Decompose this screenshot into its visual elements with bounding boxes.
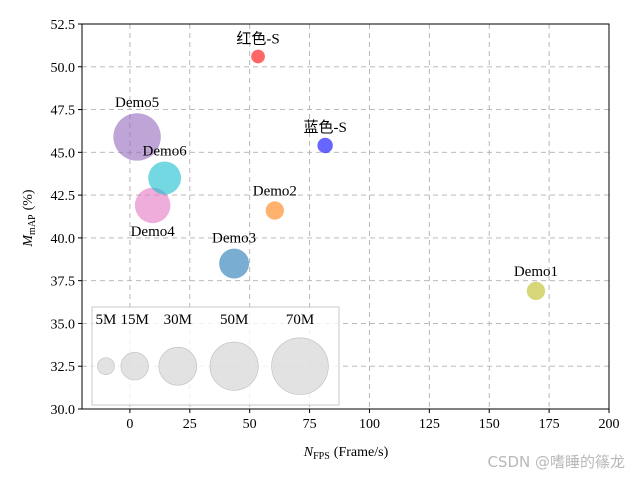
size-legend-circle <box>158 346 198 386</box>
y-tick-label: 35.0 <box>51 317 76 332</box>
size-legend-circle <box>120 352 149 381</box>
x-tick-label: 50 <box>243 417 257 432</box>
y-tick-label: 32.5 <box>51 360 76 375</box>
size-legend-circle <box>271 337 329 395</box>
size-legend-label: 5M <box>96 312 117 328</box>
size-legend: 5M 15M 30M 50M 70M <box>91 306 340 406</box>
size-legend-label: 15M <box>121 312 149 328</box>
y-axis-label: MmAP (%) <box>21 189 38 248</box>
y-tick-label: 52.5 <box>51 18 76 33</box>
y-tick-label: 45.0 <box>51 146 76 161</box>
y-tick-label: 40.0 <box>51 232 76 247</box>
data-point <box>265 201 284 220</box>
data-point <box>251 49 265 64</box>
point-label: Demo3 <box>212 231 256 247</box>
x-tick-label: 25 <box>183 417 197 432</box>
point-label: Demo1 <box>514 264 558 280</box>
y-axis-label-sub: mAP <box>27 214 38 235</box>
point-label: 红色-S <box>236 31 279 48</box>
y-tick-label: 37.5 <box>51 275 76 290</box>
y-tick-label: 47.5 <box>51 104 76 119</box>
watermark: CSDN @嗜睡的篠龙 <box>487 453 625 471</box>
x-axis-label-unit: (Frame/s) <box>334 445 389 460</box>
x-tick-label: 75 <box>303 417 317 432</box>
data-point <box>113 113 161 161</box>
point-label: Demo2 <box>253 183 297 199</box>
data-point <box>526 281 546 301</box>
size-legend-circle <box>97 357 115 375</box>
y-tick-label: 42.5 <box>51 189 76 204</box>
y-axis-label-main: M <box>21 234 36 248</box>
y-tick-label: 50.0 <box>51 61 76 76</box>
x-tick-label: 150 <box>479 417 500 432</box>
size-legend-label: 50M <box>220 312 248 328</box>
x-tick-labels: 0 25 50 75 100 125 150 175 200 <box>126 417 619 432</box>
size-legend-label: 70M <box>286 312 314 328</box>
x-tick-label: 200 <box>599 417 620 432</box>
y-axis-label-unit: (%) <box>21 189 36 210</box>
y-tick-label: 30.0 <box>51 403 76 418</box>
point-label: 蓝色-S <box>303 119 346 136</box>
size-legend-label: 30M <box>164 312 192 328</box>
size-legend-circle <box>209 341 259 391</box>
x-axis-label: NFPS (Frame/s) <box>303 445 389 462</box>
x-tick-label: 175 <box>539 417 560 432</box>
point-label: Demo5 <box>115 95 159 111</box>
data-points <box>113 49 546 301</box>
point-label: Demo6 <box>143 144 188 160</box>
y-tick-labels: 30.0 32.5 35.0 37.5 40.0 42.5 45.0 47.5 50.0 52.5 <box>51 18 76 418</box>
point-labels: Demo1 Demo2 Demo3 Demo4 Demo5 Demo6 红色-S 蓝色-S <box>115 31 558 280</box>
data-point <box>219 248 250 279</box>
axes-frame <box>78 23 610 413</box>
x-tick-label: 100 <box>359 417 380 432</box>
x-axis-label-main: N <box>303 445 314 460</box>
plot-frame <box>81 23 610 410</box>
data-point <box>317 137 333 154</box>
data-point <box>148 161 182 195</box>
x-tick-label: 125 <box>419 417 440 432</box>
x-tick-label: 0 <box>126 417 133 432</box>
x-axis-label-sub: FPS <box>313 451 330 462</box>
point-label: Demo4 <box>131 224 176 240</box>
data-point <box>134 187 171 224</box>
